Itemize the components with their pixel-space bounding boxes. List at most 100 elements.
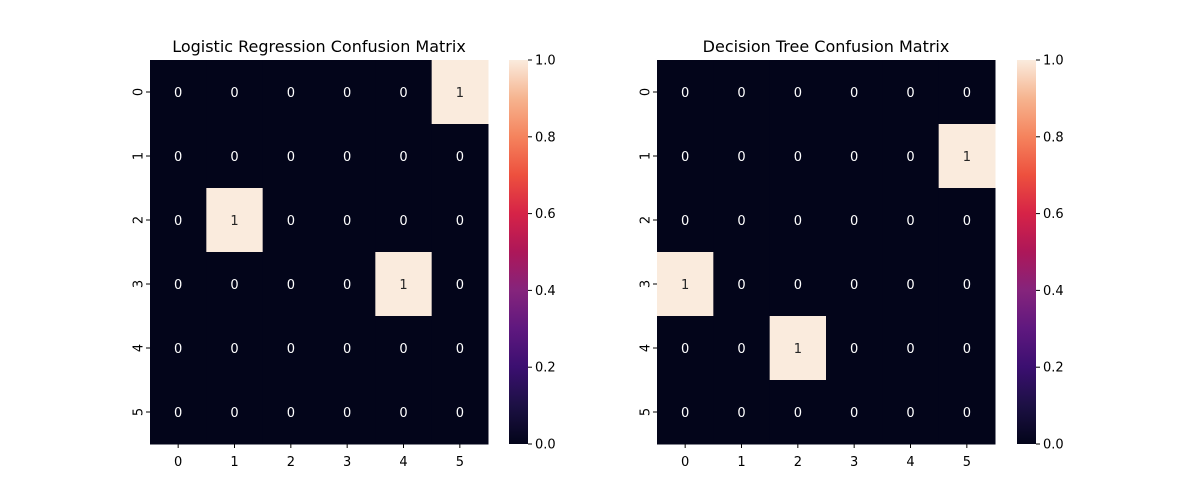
cell-value-label: 0 (850, 214, 858, 229)
heatmap-cell (882, 380, 940, 445)
cell-value-label: 0 (287, 278, 295, 293)
heatmap-cell (938, 316, 996, 381)
colorbar-tick-label: 0.2 (535, 361, 556, 376)
cell-value-label: 0 (456, 214, 464, 229)
x-tick-label: 5 (456, 455, 464, 470)
y-tick-label: 5 (639, 408, 654, 416)
x-tick-label: 4 (906, 455, 914, 470)
cell-value-label: 0 (287, 86, 295, 101)
cell-value-label: 0 (681, 214, 689, 229)
heatmap-cell (375, 60, 433, 125)
cell-value-label: 0 (230, 406, 238, 421)
x-tick-label: 0 (174, 455, 182, 470)
colorbar-tick-label: 0.0 (535, 438, 556, 453)
heatmap-cell (150, 124, 207, 189)
cell-value-label: 0 (287, 342, 295, 357)
heatmap-cell (262, 252, 320, 317)
cell-value-label: 0 (963, 406, 971, 421)
cell-value-label: 0 (737, 86, 745, 101)
heatmap-cell (769, 124, 827, 189)
cell-value-label: 0 (737, 278, 745, 293)
heatmap-cell (150, 60, 207, 125)
cell-value-label: 1 (681, 278, 689, 293)
y-tick-label: 0 (132, 88, 147, 96)
y-tick-label: 0 (639, 88, 654, 96)
cell-value-label: 0 (343, 214, 351, 229)
cell-value-label: 0 (906, 406, 914, 421)
cell-value-label: 0 (174, 214, 182, 229)
heatmap-cell (713, 380, 771, 445)
cell-value-label: 0 (174, 342, 182, 357)
heatmap-cell (938, 380, 996, 445)
heatmap-cell (431, 124, 489, 189)
x-tick-label: 2 (287, 455, 295, 470)
cell-value-label: 0 (174, 278, 182, 293)
heatmap-cell (826, 124, 883, 189)
cell-value-label: 0 (174, 150, 182, 165)
heatmap-cell (375, 252, 433, 317)
cell-value-label: 0 (906, 214, 914, 229)
heatmap-cell (375, 380, 433, 445)
heatmap-cell (206, 188, 264, 253)
heatmap-cell (713, 252, 771, 317)
cell-value-label: 0 (963, 342, 971, 357)
cell-value-label: 0 (456, 406, 464, 421)
cell-value-label: 0 (343, 406, 351, 421)
heatmap-cell (826, 60, 883, 125)
cell-value-label: 0 (850, 278, 858, 293)
y-tick-label: 3 (639, 280, 654, 288)
x-tick-label: 4 (399, 455, 407, 470)
cell-value-label: 0 (681, 86, 689, 101)
heatmap-cell (319, 380, 376, 445)
heatmap-cell (657, 188, 714, 253)
heatmap-cell (657, 316, 714, 381)
cell-value-label: 1 (963, 150, 971, 165)
cell-value-label: 0 (794, 150, 802, 165)
heatmap-cell (938, 124, 996, 189)
cell-value-label: 0 (399, 214, 407, 229)
cell-value-label: 0 (174, 86, 182, 101)
cell-value-label: 0 (399, 342, 407, 357)
cell-value-label: 0 (399, 86, 407, 101)
heatmap-cell (375, 188, 433, 253)
x-tick-label: 0 (681, 455, 689, 470)
colorbar-tick-label: 0.4 (1043, 284, 1064, 299)
cell-value-label: 0 (287, 406, 295, 421)
heatmap-cell (206, 124, 264, 189)
colorbar-tick-label: 0.8 (1043, 130, 1064, 145)
heatmap-cell (206, 380, 264, 445)
cell-value-label: 0 (343, 342, 351, 357)
x-tick-label: 5 (963, 455, 971, 470)
heatmap-cell (375, 316, 433, 381)
heatmap-cell (769, 60, 827, 125)
cell-value-label: 0 (681, 342, 689, 357)
heatmap-cell (431, 380, 489, 445)
heatmap-cell (882, 124, 940, 189)
heatmap-cell (882, 316, 940, 381)
heatmap-cell (262, 316, 320, 381)
cell-value-label: 0 (174, 406, 182, 421)
y-tick-label: 1 (132, 152, 147, 160)
heatmap-cell (150, 252, 207, 317)
cell-value-label: 0 (906, 86, 914, 101)
cell-value-label: 0 (963, 214, 971, 229)
heatmap-cell (657, 380, 714, 445)
heatmap-cell (375, 124, 433, 189)
cell-value-label: 0 (850, 150, 858, 165)
cell-value-label: 0 (850, 86, 858, 101)
heatmap-cell (938, 252, 996, 317)
heatmap-cell (319, 316, 376, 381)
cell-value-label: 0 (737, 214, 745, 229)
y-tick-label: 3 (132, 280, 147, 288)
cell-value-label: 0 (399, 406, 407, 421)
y-tick-label: 2 (132, 216, 147, 224)
colorbar-tick-label: 0.6 (535, 207, 556, 222)
x-tick-label: 2 (794, 455, 802, 470)
heatmap-cell (262, 380, 320, 445)
cell-value-label: 0 (681, 406, 689, 421)
heatmap-cell (657, 60, 714, 125)
heatmap-cell (882, 188, 940, 253)
heatmap-cell (150, 380, 207, 445)
cell-value-label: 0 (230, 150, 238, 165)
heatmap-cell (262, 60, 320, 125)
